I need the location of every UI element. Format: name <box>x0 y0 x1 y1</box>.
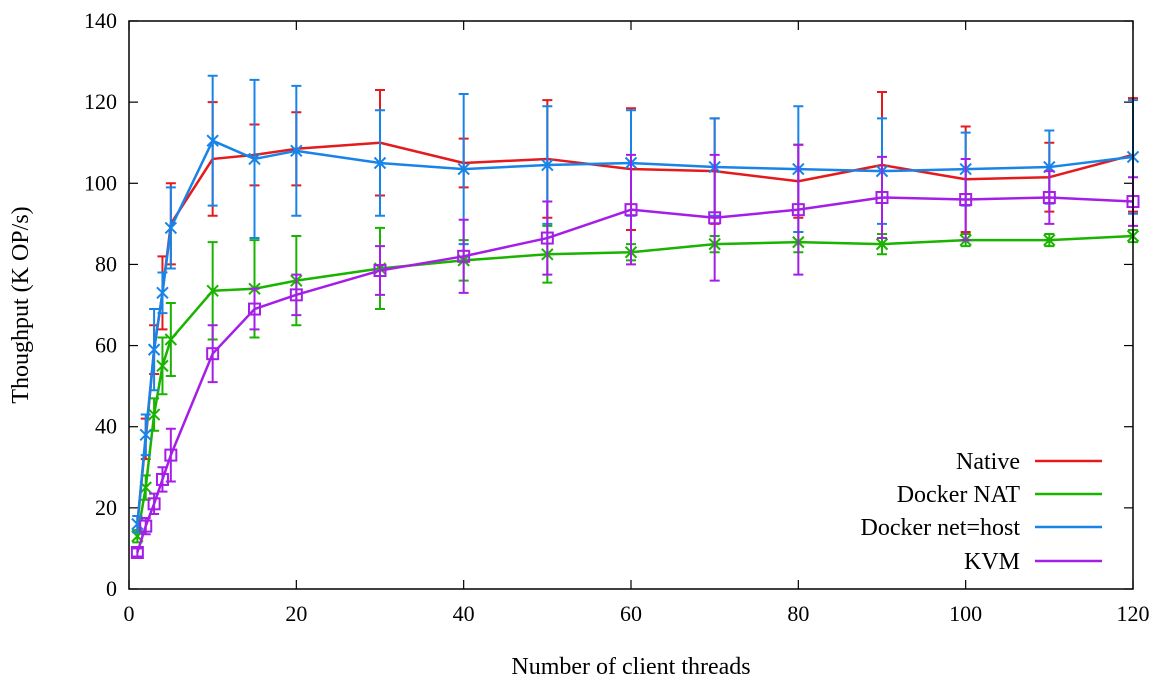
data-point <box>139 428 152 442</box>
data-point <box>206 347 220 361</box>
series-layer <box>130 74 1140 559</box>
data-point <box>156 286 169 300</box>
x-tick-label: 20 <box>285 601 307 626</box>
data-point <box>791 203 805 217</box>
data-point <box>290 144 303 158</box>
y-tick-label: 120 <box>84 89 117 114</box>
data-point <box>289 288 303 302</box>
data-point <box>147 497 161 511</box>
data-point <box>164 448 178 462</box>
data-point <box>541 158 554 172</box>
data-point <box>457 249 471 263</box>
data-point <box>206 284 219 298</box>
y-axis-title: Thoughput (K OP/s) <box>8 206 34 403</box>
y-tick-label: 140 <box>84 8 117 33</box>
data-point <box>959 193 973 207</box>
data-point <box>875 190 889 204</box>
data-point <box>540 231 554 245</box>
x-axis-title: Number of client threads <box>511 654 750 680</box>
y-tick-label: 0 <box>106 576 117 601</box>
data-point <box>130 545 144 559</box>
series-line <box>136 139 1134 525</box>
x-tick-label: 0 <box>124 601 135 626</box>
x-tick-label: 100 <box>949 601 982 626</box>
x-tick-label: 80 <box>787 601 809 626</box>
data-point <box>248 302 261 316</box>
data-point <box>1043 233 1056 247</box>
legend-label: Docker net=host <box>861 515 1021 541</box>
data-point <box>875 237 889 251</box>
data-point <box>624 203 638 217</box>
legend-label: KVM <box>964 549 1020 575</box>
x-tick-label: 40 <box>453 601 475 626</box>
y-tick-label: 20 <box>95 495 117 520</box>
data-point <box>206 134 219 148</box>
x-tick-label: 60 <box>620 601 642 626</box>
legend-label: Docker NAT <box>897 482 1021 508</box>
y-tick-label: 40 <box>95 414 117 439</box>
data-point <box>156 359 169 373</box>
y-tick-label: 80 <box>95 251 117 276</box>
legend: Native Docker NAT Docker net=host KVM <box>861 449 1102 575</box>
data-point <box>147 408 161 421</box>
data-point <box>248 152 261 166</box>
data-point <box>164 333 178 346</box>
data-point <box>164 221 178 235</box>
data-point <box>155 472 169 486</box>
data-point <box>373 156 387 170</box>
y-tick-label: 60 <box>95 333 117 358</box>
legend-label: Native <box>956 449 1020 475</box>
plot-frame <box>128 20 1134 590</box>
data-point <box>708 211 722 225</box>
y-tick-label: 100 <box>84 170 117 195</box>
series-line <box>136 196 1134 553</box>
data-point <box>1042 190 1056 204</box>
data-point <box>373 264 387 278</box>
data-point <box>139 519 153 533</box>
x-tick-label: 120 <box>1117 601 1150 626</box>
data-point <box>147 343 161 357</box>
data-point <box>457 162 470 176</box>
